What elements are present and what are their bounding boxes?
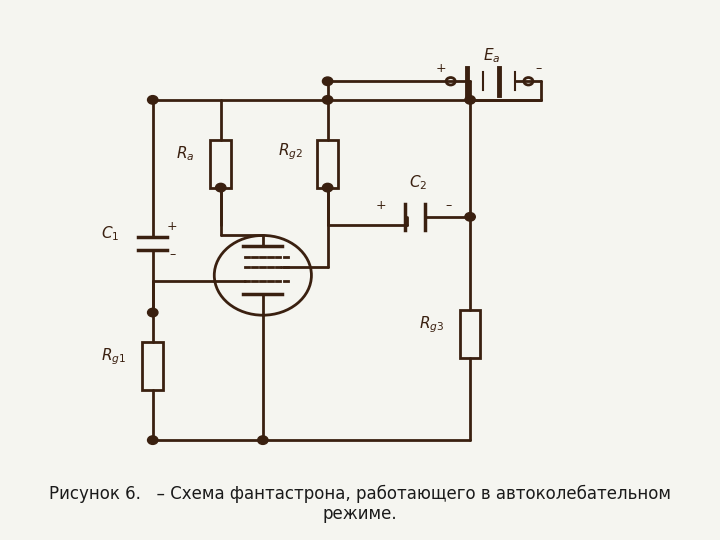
Bar	[210, 140, 231, 187]
Circle shape	[465, 96, 475, 104]
Text: $R_{g3}$: $R_{g3}$	[418, 315, 444, 335]
Text: Рисунок 6.   – Схема фантастрона, работающего в автоколебательном
режиме.: Рисунок 6. – Схема фантастрона, работающ…	[49, 484, 671, 523]
Circle shape	[465, 213, 475, 221]
Text: +: +	[376, 199, 387, 212]
Text: $R_{g2}$: $R_{g2}$	[277, 142, 302, 163]
Bar	[460, 310, 480, 357]
Circle shape	[215, 184, 226, 192]
Text: $R_a$: $R_a$	[176, 144, 194, 163]
Text: $C_1$: $C_1$	[102, 224, 120, 243]
Text: +: +	[436, 62, 446, 75]
Circle shape	[323, 77, 333, 85]
Circle shape	[148, 308, 158, 317]
Text: $C_2$: $C_2$	[409, 173, 428, 192]
Text: –: –	[535, 62, 541, 75]
Text: –: –	[446, 199, 452, 212]
Circle shape	[258, 436, 268, 444]
Bar	[318, 140, 338, 187]
Text: $E_a$: $E_a$	[482, 46, 500, 65]
Circle shape	[148, 96, 158, 104]
Circle shape	[323, 96, 333, 104]
Text: +: +	[167, 220, 178, 233]
Text: $R_{g1}$: $R_{g1}$	[102, 347, 127, 367]
Circle shape	[148, 436, 158, 444]
Bar	[143, 342, 163, 390]
Text: –: –	[169, 248, 175, 261]
Circle shape	[323, 184, 333, 192]
